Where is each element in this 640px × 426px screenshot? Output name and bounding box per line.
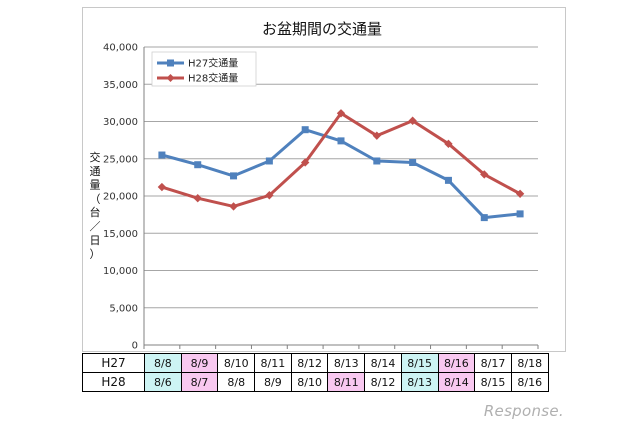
- date-cell: 8/18: [510, 353, 549, 373]
- y-tick-label: 10,000: [103, 266, 138, 277]
- data-point: [480, 170, 489, 179]
- data-point: [157, 182, 167, 192]
- date-cell: 8/12: [364, 372, 402, 392]
- date-cell: 8/11: [254, 353, 292, 373]
- data-point: [158, 151, 166, 159]
- data-point: [229, 202, 238, 211]
- chart-title: お盆期間の交通量: [262, 20, 382, 38]
- date-cell: 8/9: [254, 372, 292, 392]
- y-tick-label: 40,000: [103, 43, 138, 54]
- line-chart: お盆期間の交通量 交通量（台／日） 0 5,000 10,000 15,000 20,0…: [90, 20, 539, 352]
- y-axis-label: 交通量（台／日）: [90, 150, 101, 261]
- legend-marker: [167, 59, 174, 67]
- date-cell: 8/15: [400, 353, 439, 373]
- data-point: [300, 158, 310, 167]
- legend-label: H27交通量: [188, 57, 238, 70]
- data-point: [194, 161, 202, 169]
- date-cell: 8/9: [180, 353, 219, 373]
- date-cell: 8/10: [217, 353, 256, 373]
- date-cell: 8/8: [144, 353, 182, 373]
- data-point: [373, 157, 381, 165]
- date-cell: 8/15: [474, 372, 512, 392]
- data-point: [515, 189, 525, 198]
- date-cell: 8/14: [364, 353, 402, 373]
- date-cell: 8/6: [144, 372, 182, 392]
- y-tick-label: 15,000: [103, 229, 138, 240]
- y-tick-label: 30,000: [103, 117, 138, 128]
- data-point: [372, 131, 382, 140]
- date-cell: 8/13: [327, 353, 366, 373]
- data-point: [265, 191, 274, 200]
- date-cell: 8/10: [290, 372, 329, 392]
- date-cell: 8/14: [437, 372, 476, 392]
- date-table-row-label: H28: [82, 372, 145, 392]
- data-point: [301, 126, 309, 134]
- data-point: [230, 172, 238, 180]
- data-point: [337, 137, 345, 145]
- data-point: [265, 157, 273, 165]
- data-point: [409, 158, 417, 166]
- y-tick-label: 35,000: [103, 80, 138, 91]
- legend-label: H28交通量: [188, 72, 238, 85]
- date-cell: 8/11: [327, 372, 366, 392]
- date-cell: 8/12: [290, 353, 329, 373]
- y-tick-label: 20,000: [103, 192, 138, 203]
- data-point: [480, 214, 488, 222]
- y-tick-label: 0: [132, 341, 138, 352]
- date-table-row: H28 8/6 8/7 8/8 8/9 8/10 8/11 8/12 8/13 8/14 8/15 8…: [82, 372, 549, 392]
- data-point: [408, 116, 417, 125]
- date-cell: 8/16: [437, 353, 476, 373]
- series-line-h28: [161, 111, 521, 208]
- chart-frame: [82, 7, 566, 352]
- date-table-row-label: H27: [82, 353, 145, 373]
- date-cell: 8/8: [217, 372, 256, 392]
- date-cell: 8/17: [474, 353, 512, 373]
- data-point: [336, 109, 346, 118]
- legend-marker: [166, 74, 175, 82]
- data-point: [516, 210, 524, 218]
- date-table: H27 8/8 8/9 8/10 8/11 8/12 8/13 8/14 8/15 8/16 8/1…: [82, 353, 549, 392]
- date-cell: 8/16: [510, 372, 549, 392]
- y-tick-label: 25,000: [103, 154, 138, 165]
- data-point: [444, 176, 452, 184]
- data-point: [193, 194, 202, 203]
- watermark: Response.: [483, 402, 564, 420]
- date-table-row: H27 8/8 8/9 8/10 8/11 8/12 8/13 8/14 8/15 8/16 8/1…: [82, 353, 549, 373]
- date-cell: 8/7: [180, 372, 219, 392]
- date-cell: 8/13: [400, 372, 439, 392]
- data-point: [444, 139, 453, 149]
- y-tick-label: 5,000: [109, 303, 138, 314]
